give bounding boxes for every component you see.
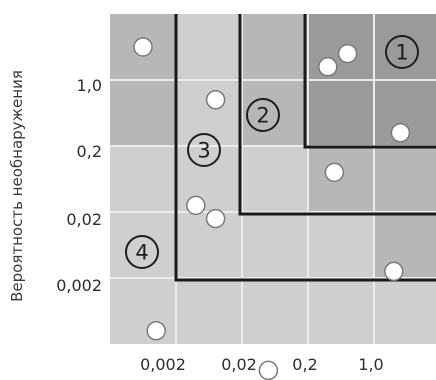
grid-cells: [110, 14, 436, 344]
data-point: [390, 123, 411, 143]
x-tick-label: 1,0: [358, 355, 383, 374]
data-point: [146, 321, 166, 341]
y-tick-label: 0,2: [77, 142, 102, 161]
data-point: [384, 261, 404, 282]
grid-cell: [242, 212, 308, 278]
x-tick-label: 0,02: [221, 355, 257, 374]
zone-marker-2: 2: [246, 98, 280, 132]
grid-cell: [308, 212, 374, 278]
y-tick-label: 0,002: [56, 276, 102, 295]
grid-cell: [176, 146, 242, 212]
data-point: [337, 43, 358, 64]
grid-cell: [308, 278, 374, 344]
zone-label-1: 1: [395, 41, 408, 65]
data-point: [186, 195, 206, 216]
data-point: [318, 57, 338, 77]
zone-label-2: 2: [256, 104, 269, 128]
zone-label-4: 4: [135, 241, 148, 265]
grid-cell: [176, 80, 242, 146]
zone-boundary-3: [174, 14, 436, 282]
grid-cell: [242, 80, 308, 146]
zone-marker-1: 1: [385, 35, 419, 69]
data-points: [133, 37, 411, 380]
y-tick-label: 0,02: [66, 210, 102, 229]
zone-boundary-1: [303, 14, 436, 149]
y-tick-label: 1,0: [77, 76, 102, 95]
zone-label-3: 3: [197, 139, 210, 163]
grid-cell: [242, 146, 308, 212]
grid-cell: [110, 146, 176, 212]
data-point: [324, 162, 345, 183]
grid-cell: [110, 278, 176, 344]
y-axis-label: Вероятность необнаружения: [8, 70, 26, 302]
grid-cell: [176, 278, 242, 344]
grid-cell: [374, 146, 436, 212]
zone-boundaries: [174, 14, 436, 282]
zone-boundary-2: [238, 14, 436, 216]
grid-cell: [176, 14, 242, 80]
grid-cell: [374, 14, 436, 80]
data-point: [205, 208, 226, 229]
grid-cell: [374, 278, 436, 344]
grid-cell: [242, 278, 308, 344]
x-tick-label: 0,2: [292, 355, 317, 374]
grid-cell: [110, 80, 176, 146]
data-point: [205, 90, 226, 110]
grid-cell: [242, 14, 308, 80]
zone-marker-4: 4: [125, 235, 159, 269]
zone-marker-3: 3: [187, 133, 221, 167]
data-point: [133, 37, 153, 57]
x-tick-label: 0,002: [140, 355, 186, 374]
grid-cell: [308, 80, 374, 146]
data-point: [258, 360, 279, 380]
grid-cell: [374, 212, 436, 278]
